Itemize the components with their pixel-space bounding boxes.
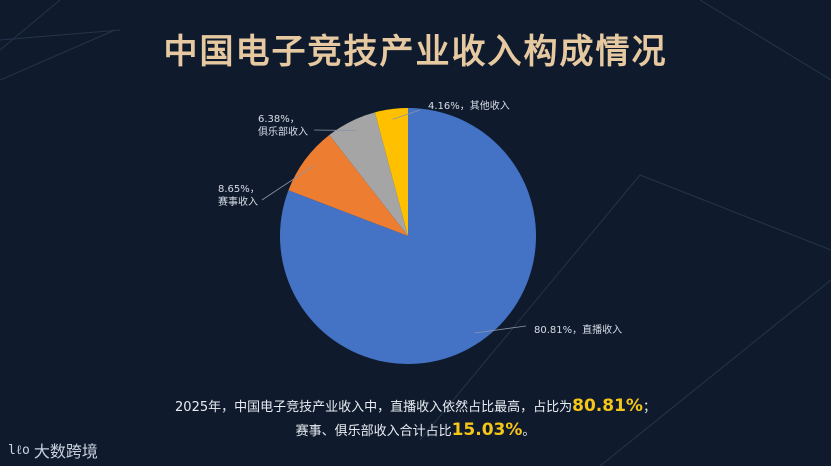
logo-text: 大数跨境 [33,442,98,461]
combined-share-highlight: 15.03% [451,420,523,440]
leader-line-3 [313,129,356,131]
summary-line-2-text: 赛事、俱乐部收入合计占比 [295,424,452,439]
leader-line-4 [392,109,421,120]
data-label-3-name: 俱乐部收入 [258,125,308,138]
summary-line-2: 赛事、俱乐部收入合计占比15.03%。 [0,420,831,440]
leader-line-2 [261,165,314,201]
pie-slice-3 [329,112,408,236]
summary-line-1-end: ； [642,400,656,415]
data-label-3-value: 6.38%， [258,114,300,125]
live-share-highlight: 80.81% [572,396,643,416]
summary-line-1: 2025年，中国电子竞技产业收入中，直播收入依然占比最高，占比为80.81%； [0,396,831,416]
data-label-2-value: 8.65%， [218,184,260,195]
pie-slice-2 [288,135,408,236]
brand-logo: lℓo 大数跨境 [8,438,98,462]
data-label-1: 80.81%，直播收入 [534,323,622,336]
pie-slice-4 [374,108,408,236]
page-title: 中国电子竞技产业收入构成情况 [163,32,668,72]
logo-mark-icon: lℓo [8,443,30,458]
leader-line-1 [474,325,527,334]
data-label-2-name: 赛事收入 [218,195,258,208]
summary-line-2-end: 。 [522,424,536,439]
summary-line-1-text: 2025年，中国电子竞技产业收入中，直播收入依然占比最高，占比为 [175,400,573,415]
data-label-4: 4.16%，其他收入 [428,99,510,112]
